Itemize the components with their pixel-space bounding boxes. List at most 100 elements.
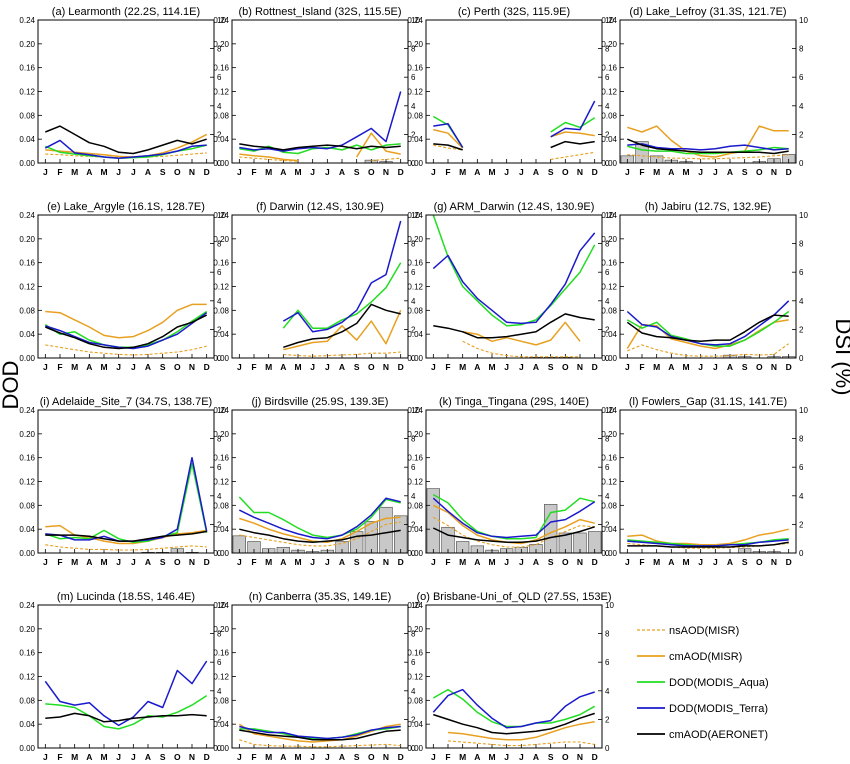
series-line-aqua [282, 262, 402, 329]
x-tick-label: N [383, 167, 389, 177]
y2-tick-label: 10 [799, 406, 808, 415]
series-line-cmMISR [627, 528, 789, 546]
series-line-aeronet [45, 314, 208, 350]
series-line-terra [432, 497, 596, 539]
dsi-axis-label: DSI (%) [831, 319, 850, 396]
y-tick-label: 0.20 [213, 235, 229, 244]
y-tick-label: 0.12 [213, 283, 229, 292]
panel-13: (m) Lucinda (18.5S, 146.4E) 0.00 0.04 0.08 0… [19, 591, 226, 762]
x-tick-label: J [431, 362, 436, 372]
y2-tick-label: 6 [217, 658, 222, 667]
y2-tick-label: 6 [799, 463, 804, 472]
series-line-aeronet [433, 712, 595, 735]
y2-tick-label: 0 [605, 549, 610, 558]
series-line-aqua [45, 694, 208, 730]
y-tick-label: 0.24 [19, 601, 35, 610]
x-tick-label: F [251, 557, 256, 567]
x-tick-label: J [116, 167, 121, 177]
series-line-aeronet [432, 526, 595, 544]
x-tick-label: M [265, 362, 272, 372]
y2-tick-label: 8 [217, 630, 222, 639]
x-tick-label: O [368, 167, 375, 177]
series-line-cmMISR [45, 133, 208, 158]
x-tick-label: D [204, 752, 210, 762]
x-tick-label: M [653, 362, 660, 372]
y2-tick-label: 8 [217, 240, 222, 249]
x-tick-label: O [756, 167, 763, 177]
y-tick-label: 0.12 [407, 478, 423, 487]
x-tick-label: D [204, 167, 210, 177]
series-line-aqua [238, 496, 401, 539]
x-tick-label: A [533, 752, 539, 762]
x-tick-label: S [548, 167, 554, 177]
series-line-aeronet [627, 541, 789, 548]
y2-tick-label: 2 [799, 325, 804, 334]
x-tick-label: S [160, 167, 166, 177]
y2-tick-label: 6 [605, 73, 610, 82]
y-tick-label: 0.00 [19, 744, 35, 753]
x-tick-label: J [116, 362, 121, 372]
series-line-nsMISR [433, 516, 595, 548]
series-line-aqua [239, 725, 401, 740]
y-tick-label: 0.00 [601, 354, 617, 363]
x-tick-label: M [653, 167, 660, 177]
y2-tick-label: 2 [411, 325, 416, 334]
panel-title: (c) Perth (32S, 115.9E) [458, 6, 570, 18]
x-tick-label: J [43, 167, 48, 177]
series-line-aeronet [283, 303, 401, 349]
panel-title: (m) Lucinda (18.5S, 146.4E) [57, 591, 195, 603]
series-line-nsMISR [283, 351, 401, 357]
y-tick-label: 0.12 [407, 283, 423, 292]
y2-tick-label: 10 [605, 406, 614, 415]
y2-tick-label: 0 [217, 159, 222, 168]
x-tick-label: N [189, 362, 195, 372]
x-tick-label: A [145, 167, 151, 177]
x-tick-label: A [727, 167, 733, 177]
y-tick-label: 0.04 [19, 135, 35, 144]
x-tick-label: A [86, 362, 92, 372]
x-tick-label: F [639, 557, 644, 567]
y-tick-label: 0.00 [213, 354, 229, 363]
x-tick-label: J [519, 362, 524, 372]
x-tick-label: D [398, 362, 404, 372]
x-tick-label: M [459, 362, 466, 372]
series-line-cmMISR [550, 131, 595, 138]
panel-8: (h) Jabiru (12.7S, 132.9E) 0.00 0.04 0.08 0.… [601, 201, 808, 372]
y2-tick-label: 2 [217, 715, 222, 724]
x-tick-label: J [698, 362, 703, 372]
x-tick-label: S [160, 752, 166, 762]
x-tick-label: M [100, 557, 107, 567]
x-tick-label: O [562, 362, 569, 372]
y-tick-label: 0.16 [407, 454, 423, 463]
x-tick-label: J [116, 557, 121, 567]
y2-tick-label: 0 [411, 549, 416, 558]
y-tick-label: 0.24 [19, 16, 35, 25]
panel-frame [425, 19, 603, 164]
series-line-nsMISR [45, 544, 207, 551]
y-tick-label: 0.00 [213, 744, 229, 753]
y2-tick-label: 10 [411, 16, 420, 25]
y-tick-label: 0.16 [19, 259, 35, 268]
x-tick-label: N [577, 752, 583, 762]
x-tick-label: D [592, 167, 598, 177]
x-tick-label: A [339, 362, 345, 372]
y-tick-label: 0.24 [407, 601, 423, 610]
y-tick-label: 0.00 [407, 354, 423, 363]
y-tick-label: 0.16 [213, 454, 229, 463]
panel-frame [37, 409, 215, 554]
y2-tick-label: 10 [217, 406, 226, 415]
y2-tick-label: 8 [411, 630, 416, 639]
y-tick-label: 0.12 [19, 673, 35, 682]
x-tick-label: A [145, 557, 151, 567]
panel-title: (g) ARM_Darwin (12.4S, 130.9E) [434, 201, 595, 213]
x-tick-label: F [251, 752, 256, 762]
x-tick-label: J [310, 557, 315, 567]
x-tick-label: J [237, 167, 242, 177]
y-tick-label: 0.12 [213, 673, 229, 682]
panel-10: (j) Birdsville (25.9S, 139.3E) 0.00 0.04 0.… [213, 396, 420, 567]
x-tick-label: M [265, 557, 272, 567]
y-tick-label: 0.08 [19, 111, 35, 120]
x-tick-label: M [682, 167, 689, 177]
y2-tick-label: 6 [411, 463, 416, 472]
x-tick-label: J [310, 167, 315, 177]
